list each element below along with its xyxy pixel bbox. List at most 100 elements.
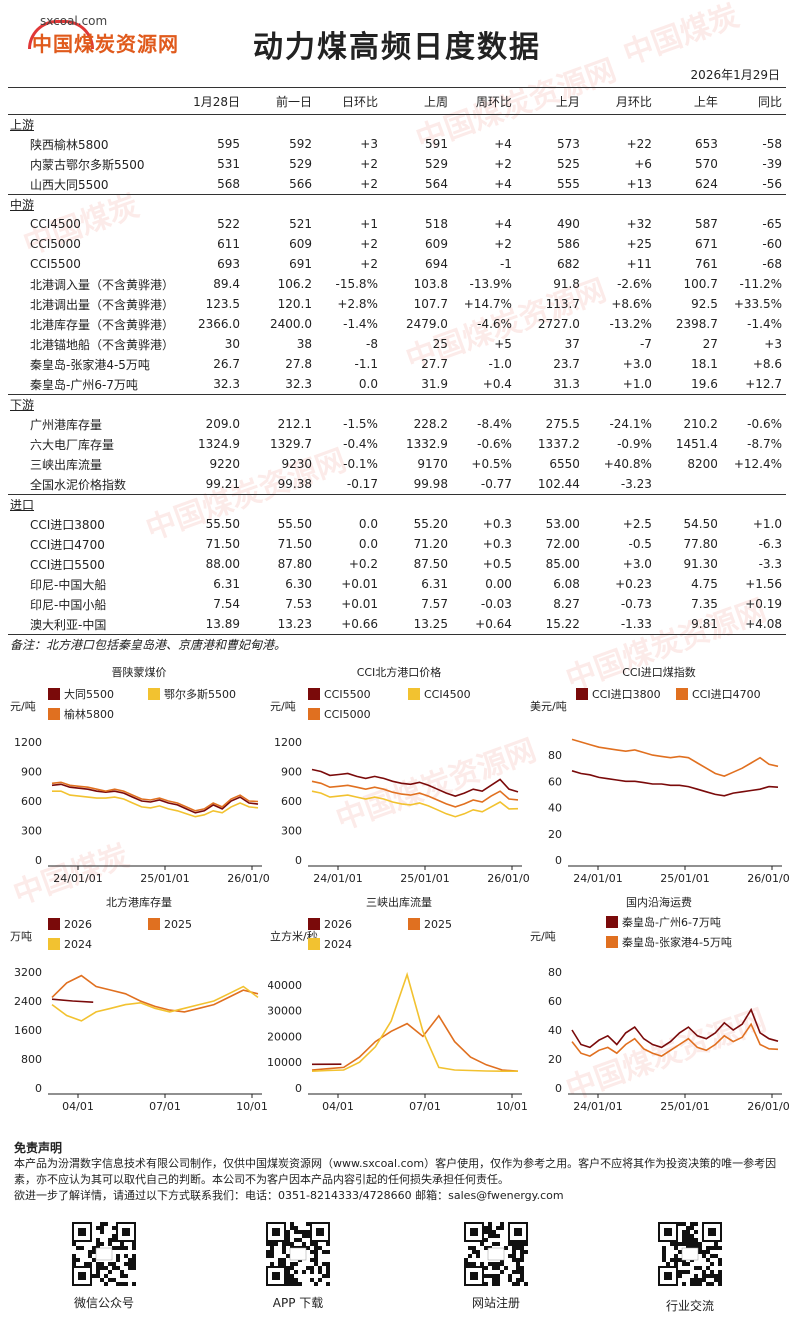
legend-swatch xyxy=(308,938,320,950)
section-row: 下游 xyxy=(8,394,786,414)
series-line xyxy=(52,790,259,818)
page-title: 动力煤高频日度数据 xyxy=(253,30,541,65)
table-cell: 88.00 xyxy=(205,557,240,571)
table-cell: 1332.9 xyxy=(405,437,448,451)
table-cell: 564 xyxy=(425,177,448,191)
y-tick-label: 20 xyxy=(548,828,562,841)
chart-title: 三峡出库流量 xyxy=(366,895,432,909)
table-cell: 100.7 xyxy=(683,277,718,291)
x-tick-label: 10/01 xyxy=(236,1100,268,1113)
table-cell: +4 xyxy=(494,217,512,231)
y-axis-unit: 元/吨 xyxy=(270,700,296,713)
table-cell: -1.1 xyxy=(354,357,378,371)
table-cell xyxy=(656,474,722,495)
table-cell: +0.4 xyxy=(482,377,512,391)
table-cell: 7.54 xyxy=(213,597,240,611)
x-tick-label: 24/01/01 xyxy=(313,872,362,885)
table-cell: 55.50 xyxy=(277,517,312,531)
col-header xyxy=(8,87,179,115)
table-row: 北港锚地船（不含黄骅港） 30 38 -8 25 +5 37 -7 27 +3 xyxy=(8,334,786,354)
table-cell: +14.7% xyxy=(463,297,512,311)
table-cell: 91.30 xyxy=(683,557,718,571)
table-cell: 9170 xyxy=(417,457,448,471)
x-tick-label: 07/01 xyxy=(409,1100,441,1113)
y-axis-unit: 元/吨 xyxy=(10,700,36,713)
disclaimer-line: 欲进一步了解详情，请通过以下方式联系我们：电话：0351-8214333/472… xyxy=(14,1189,564,1202)
table-cell: +0.2 xyxy=(348,557,378,571)
table-cell: 595 xyxy=(217,137,240,151)
table-cell: -39 xyxy=(762,157,782,171)
table-cell: 609 xyxy=(425,237,448,251)
row-label: 广州港库存量 xyxy=(30,417,103,432)
table-cell: 31.3 xyxy=(553,377,580,391)
legend-label: CCI进口4700 xyxy=(692,688,761,701)
table-cell: -0.17 xyxy=(346,477,378,491)
table-cell: -8.4% xyxy=(477,417,512,431)
table-cell: -1.5% xyxy=(343,417,378,431)
table-cell: 2398.7 xyxy=(675,317,718,331)
table-cell: -0.73 xyxy=(620,597,652,611)
table-cell: 6.31 xyxy=(213,577,240,591)
y-tick-label: 0 xyxy=(35,1082,42,1095)
table-cell: 570 xyxy=(694,157,718,171)
section-row: 进口 xyxy=(8,494,786,514)
logo-name: 中国煤炭资源网 xyxy=(32,32,179,56)
table-cell: 531 xyxy=(217,157,240,171)
legend-label: 榆林5800 xyxy=(64,707,114,721)
table-cell: 591 xyxy=(425,137,448,151)
table-cell: 26.7 xyxy=(213,357,240,371)
table-cell: 30 xyxy=(224,337,240,351)
table-cell: -4.6% xyxy=(477,317,512,331)
col-header: 周环比 xyxy=(451,87,516,115)
row-label: 全国水泥价格指数 xyxy=(30,477,127,492)
series-line xyxy=(311,790,519,818)
legend-swatch xyxy=(308,708,320,720)
y-tick-label: 900 xyxy=(21,766,42,779)
table-cell: +0.64 xyxy=(451,614,516,635)
qr-code-industry[interactable] xyxy=(658,1222,722,1286)
table-cell: 1451.4 xyxy=(675,437,718,451)
qr-code-website[interactable] xyxy=(464,1222,528,1286)
qr-code-wechat[interactable] xyxy=(72,1222,136,1286)
table-cell: +0.01 xyxy=(341,597,378,611)
table-cell: -24.1% xyxy=(609,417,652,431)
table-cell: 529 xyxy=(289,157,312,171)
legend-swatch xyxy=(606,936,618,948)
table-row: 秦皇岛-广州6-7万吨 32.3 32.3 0.0 31.9 +0.4 31.3 +1.0 19… xyxy=(8,374,786,395)
row-label: 秦皇岛-广州6-7万吨 xyxy=(30,377,138,392)
row-label: 北港调出量（不含黄骅港） xyxy=(30,297,175,312)
table-cell: 2400.0 xyxy=(269,317,312,331)
table-cell: -15.8% xyxy=(335,277,378,291)
table-cell: +1 xyxy=(360,217,378,231)
table-cell: +6 xyxy=(634,157,652,171)
section-label: 中游 xyxy=(8,194,786,214)
y-tick-label: 0 xyxy=(555,854,562,867)
series-line xyxy=(51,783,259,814)
table-cell: 7.57 xyxy=(421,597,448,611)
y-tick-label: 300 xyxy=(281,825,302,838)
table-cell: 518 xyxy=(425,217,448,231)
table-cell: -60 xyxy=(762,237,782,251)
y-tick-label: 60 xyxy=(548,995,562,1008)
legend-label: CCI4500 xyxy=(424,688,471,701)
x-tick-label: 25/01/01 xyxy=(140,872,189,885)
qr-code-app[interactable] xyxy=(266,1222,330,1286)
legend-swatch xyxy=(676,688,688,700)
legend-label: 秦皇岛-张家港4-5万吨 xyxy=(622,935,732,949)
table-row: CCI进口5500 88.00 87.80 +0.2 87.50 +0.5 85.00 +3.… xyxy=(8,554,786,574)
table-cell: 91.8 xyxy=(553,277,580,291)
row-label: 六大电厂库存量 xyxy=(30,437,115,452)
table-row: 印尼-中国大船 6.31 6.30 +0.01 6.31 0.00 6.08 +0.23 4.7… xyxy=(8,574,786,594)
table-cell: 38 xyxy=(296,337,312,351)
table-cell: -8.7% xyxy=(747,437,782,451)
table-cell: -1.4% xyxy=(747,317,782,331)
y-tick-label: 1200 xyxy=(274,736,302,749)
table-cell: +13 xyxy=(626,177,652,191)
table-cell: -0.6% xyxy=(747,417,782,431)
qr-label-website: 网站注册 xyxy=(471,1296,520,1310)
table-cell: 228.2 xyxy=(413,417,448,431)
y-tick-label: 600 xyxy=(21,795,42,808)
chart-title: CCI北方港口价格 xyxy=(357,665,442,679)
table-cell: -0.9% xyxy=(617,437,652,451)
table-cell: 568 xyxy=(217,177,240,191)
